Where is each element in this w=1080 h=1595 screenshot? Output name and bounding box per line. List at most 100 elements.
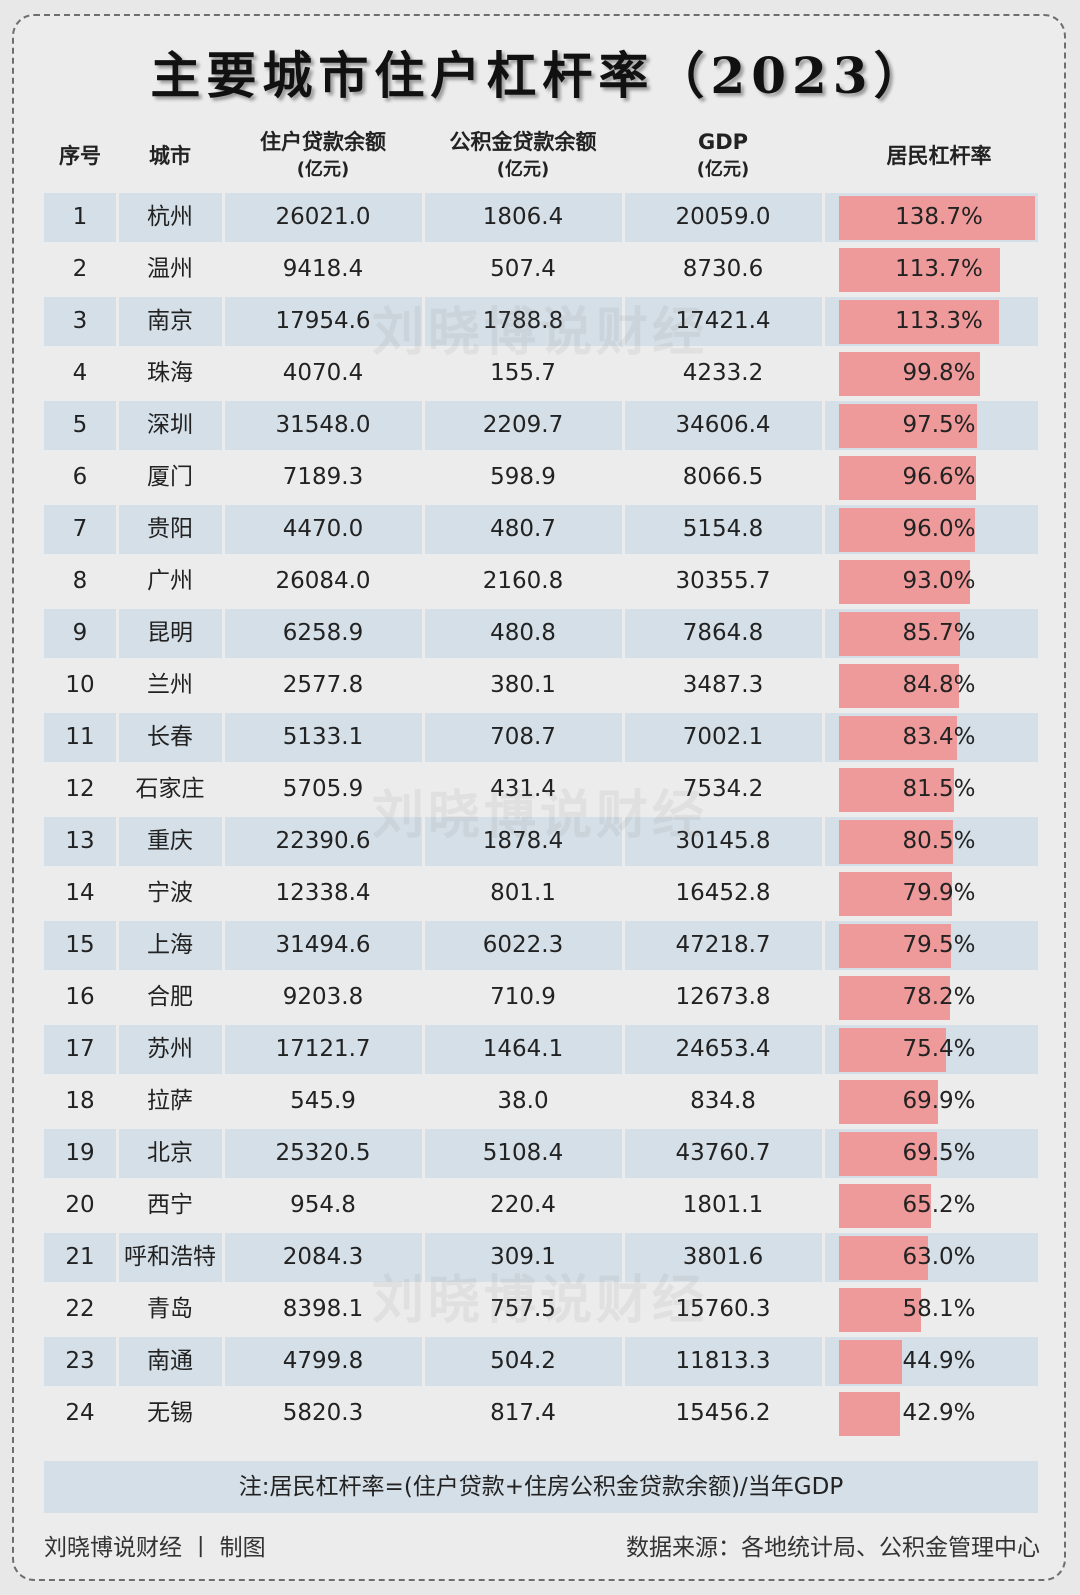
cell-gdp: 3487.3 — [682, 672, 764, 698]
table-row: 14 宁波 12338.4 801.1 16452.8 79.9% — [44, 869, 1038, 918]
header-gdp-title: GDP — [697, 130, 749, 154]
cell-fund-loans: 507.4 — [490, 256, 556, 282]
leverage-bar — [839, 664, 959, 708]
cell-fund-loans: 757.5 — [490, 1296, 556, 1322]
cell-city: 上海 — [147, 932, 193, 958]
cell-gdp: 5154.8 — [682, 516, 764, 542]
cell-city: 拉萨 — [147, 1088, 193, 1114]
cell-household-loans: 22390.6 — [275, 828, 371, 854]
column-divider — [222, 297, 225, 346]
cell-gdp: 8066.5 — [682, 464, 764, 490]
cell-gdp: 7864.8 — [682, 620, 764, 646]
leverage-label: 75.4% — [902, 1036, 976, 1062]
cell-rank: 8 — [72, 568, 88, 594]
cell-gdp: 15760.3 — [675, 1296, 771, 1322]
table-row: 4 珠海 4070.4 155.7 4233.2 99.8% — [44, 349, 1038, 398]
leverage-bar — [839, 768, 954, 812]
leverage-bar — [839, 1340, 902, 1384]
column-divider — [116, 713, 119, 762]
cell-rank: 9 — [72, 620, 88, 646]
footer-source: 数据来源：各地统计局、公积金管理中心 — [626, 1535, 1040, 1561]
leverage-bar — [839, 872, 952, 916]
column-divider — [222, 609, 225, 658]
column-divider — [822, 921, 825, 970]
leverage-label: 78.2% — [902, 984, 976, 1010]
cell-fund-loans: 380.1 — [490, 672, 556, 698]
column-divider — [222, 193, 225, 242]
column-divider — [116, 1233, 119, 1282]
header-fund-loans-unit: (亿元) — [496, 159, 550, 180]
table-row: 23 南通 4799.8 504.2 11813.3 44.9% — [44, 1337, 1038, 1386]
column-divider — [222, 921, 225, 970]
header-household-loans-unit: (亿元) — [296, 159, 350, 180]
column-divider — [822, 1129, 825, 1178]
cell-gdp: 1801.1 — [682, 1192, 764, 1218]
watermark: 刘晓博说财经 — [371, 786, 708, 846]
column-divider — [422, 401, 425, 450]
cell-rank: 10 — [65, 672, 95, 698]
cell-rank: 23 — [65, 1348, 95, 1374]
leverage-bar — [839, 1236, 928, 1280]
table-row: 15 上海 31494.6 6022.3 47218.7 79.5% — [44, 921, 1038, 970]
leverage-bar — [839, 1392, 900, 1436]
footer-author: 刘晓博说财经 丨 制图 — [44, 1535, 266, 1561]
column-divider — [822, 1025, 825, 1074]
column-divider — [222, 505, 225, 554]
cell-household-loans: 9418.4 — [282, 256, 364, 282]
column-divider — [422, 713, 425, 762]
cell-household-loans: 17121.7 — [275, 1036, 371, 1062]
column-divider — [822, 609, 825, 658]
leverage-label: 99.8% — [902, 360, 976, 386]
cell-city: 温州 — [147, 256, 193, 282]
leverage-label: 79.9% — [902, 880, 976, 906]
cell-rank: 15 — [65, 932, 95, 958]
column-divider — [622, 505, 625, 554]
cell-fund-loans: 817.4 — [490, 1400, 556, 1426]
leverage-label: 81.5% — [902, 776, 976, 802]
leverage-bar — [839, 1028, 946, 1072]
column-divider — [822, 297, 825, 346]
cell-household-loans: 31548.0 — [275, 412, 371, 438]
cell-fund-loans: 309.1 — [490, 1244, 556, 1270]
table-row: 5 深圳 31548.0 2209.7 34606.4 97.5% — [44, 401, 1038, 450]
cell-fund-loans: 2209.7 — [482, 412, 564, 438]
cell-fund-loans: 480.8 — [490, 620, 556, 646]
cell-fund-loans: 5108.4 — [482, 1140, 564, 1166]
leverage-bar — [839, 404, 977, 448]
cell-gdp: 34606.4 — [675, 412, 771, 438]
column-divider — [222, 1337, 225, 1386]
table-row: 10 兰州 2577.8 380.1 3487.3 84.8% — [44, 661, 1038, 710]
cell-fund-loans: 220.4 — [490, 1192, 556, 1218]
table-row: 9 昆明 6258.9 480.8 7864.8 85.7% — [44, 609, 1038, 658]
leverage-label: 79.5% — [902, 932, 976, 958]
cell-city: 无锡 — [147, 1400, 193, 1426]
column-divider — [116, 401, 119, 450]
column-divider — [116, 297, 119, 346]
column-divider — [622, 1233, 625, 1282]
leverage-bar — [839, 1288, 921, 1332]
leverage-label: 63.0% — [902, 1244, 976, 1270]
leverage-label: 96.0% — [902, 516, 976, 542]
header-fund-loans-title: 公积金贷款余额 — [449, 130, 597, 154]
column-divider — [822, 1233, 825, 1282]
cell-household-loans: 5705.9 — [282, 776, 364, 802]
column-divider — [422, 1025, 425, 1074]
leverage-label: 84.8% — [902, 672, 976, 698]
leverage-label: 58.1% — [902, 1296, 976, 1322]
cell-city: 重庆 — [147, 828, 193, 854]
cell-fund-loans: 504.2 — [490, 1348, 556, 1374]
cell-rank: 16 — [65, 984, 95, 1010]
cell-fund-loans: 1806.4 — [482, 204, 564, 230]
cell-rank: 17 — [65, 1036, 95, 1062]
cell-city: 北京 — [147, 1140, 193, 1166]
cell-rank: 2 — [72, 256, 88, 282]
cell-fund-loans: 2160.8 — [482, 568, 564, 594]
cell-gdp: 11813.3 — [675, 1348, 771, 1374]
leverage-bar — [839, 612, 960, 656]
leverage-label: 69.5% — [902, 1140, 976, 1166]
cell-household-loans: 8398.1 — [282, 1296, 364, 1322]
column-divider — [622, 609, 625, 658]
cell-household-loans: 12338.4 — [275, 880, 371, 906]
column-divider — [422, 817, 425, 866]
cell-rank: 11 — [65, 724, 95, 750]
